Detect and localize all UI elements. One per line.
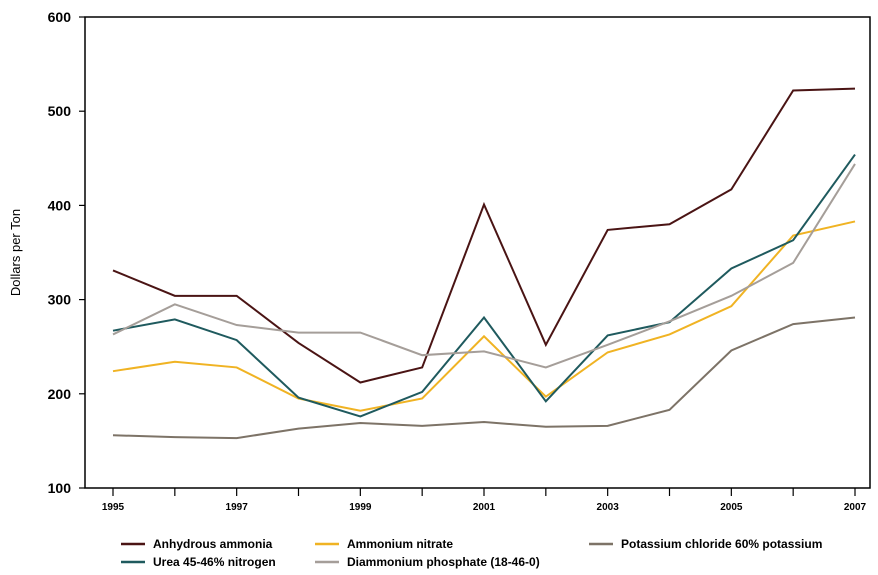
- x-tick-label: 2007: [844, 502, 867, 513]
- legend-label: Urea 45-46% nitrogen: [153, 555, 276, 569]
- legend-label: Ammonium nitrate: [347, 537, 453, 551]
- series-line-3: [112, 153, 856, 418]
- series-lines: [112, 87, 856, 440]
- y-axis-ticks: 100 200 300 400 500 600: [48, 9, 85, 496]
- y-tick-label: 300: [48, 292, 72, 308]
- chart-axes: [84, 16, 871, 489]
- y-tick-label: 600: [48, 9, 72, 25]
- y-axis-label: Dollars per Ton: [8, 209, 23, 296]
- x-tick-label: 2003: [597, 502, 620, 513]
- y-tick-label: 100: [48, 480, 72, 496]
- series-line-4: [112, 163, 856, 369]
- series-line-2: [112, 316, 856, 440]
- legend-label: Anhydrous ammonia: [153, 537, 273, 551]
- plot-frame: [84, 16, 871, 489]
- y-tick-label: 400: [48, 197, 72, 213]
- x-tick-label: 1995: [102, 502, 125, 513]
- legend-label: Potassium chloride 60% potassium: [621, 537, 822, 551]
- x-tick-label: 1999: [349, 502, 372, 513]
- y-tick-label: 500: [48, 103, 72, 119]
- x-tick-label: 1997: [226, 502, 249, 513]
- y-tick-label: 200: [48, 386, 72, 402]
- series-line-1: [112, 220, 856, 412]
- x-axis-ticks: 1995 1997 1999 2001 2003 2005 2007: [102, 488, 867, 513]
- series-line-0: [112, 87, 856, 384]
- legend-label: Diammonium phosphate (18-46-0): [347, 555, 540, 569]
- x-tick-label: 2005: [720, 502, 743, 513]
- legend: Anhydrous ammonia Ammonium nitrate Potassi…: [121, 537, 822, 569]
- x-tick-label: 2001: [473, 502, 496, 513]
